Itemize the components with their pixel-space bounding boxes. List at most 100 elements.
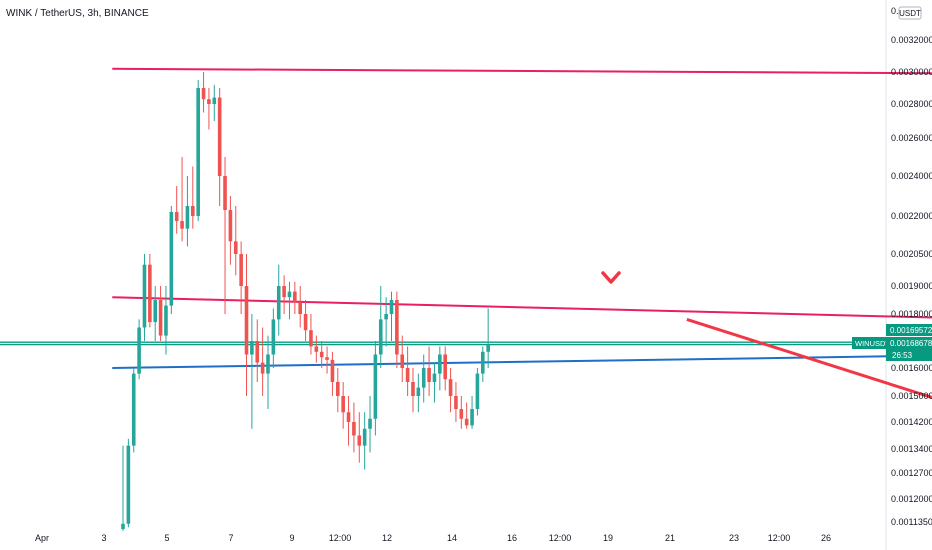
candle-body [233,241,238,254]
candle[interactable] [400,335,405,382]
candle[interactable] [244,254,249,396]
plot-area[interactable] [0,0,886,550]
candle[interactable] [207,88,211,130]
candle[interactable] [271,308,276,368]
candle[interactable] [443,346,447,391]
candle[interactable] [454,382,458,422]
candle[interactable] [180,157,184,242]
candle[interactable] [336,368,340,413]
candle[interactable] [131,368,136,453]
candle[interactable] [250,314,254,429]
top-resistance-line[interactable] [112,67,932,75]
time-tick-label: Apr [35,533,49,543]
candle[interactable] [486,308,490,368]
candle[interactable] [260,327,265,397]
candle[interactable] [148,254,152,328]
candle[interactable] [480,346,485,382]
candle[interactable] [228,196,233,265]
candle[interactable] [384,297,388,347]
candle[interactable] [427,346,431,396]
candle[interactable] [448,368,453,413]
candle[interactable] [121,445,125,531]
candle-body [255,341,260,363]
candle[interactable] [196,80,200,222]
candle[interactable] [233,206,238,276]
time-axis[interactable]: Apr 3 5 7 9 12:00 12 14 16 12:00 19 21 23 12:00 26 [35,533,831,543]
candle[interactable] [395,291,399,368]
candle[interactable] [470,396,474,429]
candle[interactable] [319,341,324,368]
candle-body [303,314,308,331]
candle[interactable] [325,346,329,374]
candle[interactable] [309,314,313,355]
candle[interactable] [346,396,351,446]
candle[interactable] [378,286,383,368]
candle[interactable] [341,382,345,429]
candle[interactable] [126,438,131,528]
candle-body [191,206,195,216]
candle[interactable] [212,84,217,121]
candle[interactable] [191,166,195,229]
candle[interactable] [158,286,163,341]
candle[interactable] [362,412,367,470]
candle[interactable] [373,341,378,436]
candle-body [142,264,147,328]
candle[interactable] [255,319,260,382]
candle[interactable] [464,402,469,429]
candle-body [282,286,286,298]
candle-body [319,351,324,358]
candle[interactable] [153,286,158,341]
candle[interactable] [303,300,308,341]
candle[interactable] [357,412,362,463]
candle[interactable] [438,346,442,391]
candle[interactable] [459,396,464,429]
candle-body [448,379,453,396]
candle[interactable] [416,373,421,413]
candle[interactable] [298,286,303,328]
candle[interactable] [475,368,480,416]
drawing-lines-front[interactable] [686,317,932,422]
candle[interactable] [330,351,335,396]
mid-resistance-line[interactable] [112,296,932,319]
candle[interactable] [223,157,227,314]
candle[interactable] [217,88,222,206]
currency-badge[interactable] [898,6,922,20]
candle-body [475,373,480,409]
candle[interactable] [287,281,292,320]
candle[interactable] [185,176,190,247]
candle-body [228,210,233,242]
candle-body [373,354,378,419]
candle[interactable] [314,335,319,363]
candle[interactable] [293,281,297,314]
candle[interactable] [266,335,270,409]
candle[interactable] [169,206,174,314]
candle[interactable] [201,72,206,113]
candle-body [416,387,421,396]
candle[interactable] [164,286,168,355]
candle[interactable] [174,186,179,234]
candles[interactable] [121,72,490,531]
candle[interactable] [405,346,410,396]
projection-line[interactable] [686,317,932,422]
candle[interactable] [142,254,147,341]
candle[interactable] [352,402,356,453]
candle[interactable] [282,275,286,314]
candle[interactable] [239,241,243,314]
candle-body [207,99,211,104]
candle[interactable] [137,319,141,380]
candle[interactable] [276,264,281,336]
candle[interactable] [432,362,437,403]
candle[interactable] [389,291,394,341]
candle[interactable] [368,396,372,453]
candle[interactable] [421,354,426,403]
candle[interactable] [411,368,415,413]
time-tick-label: 12:00 [549,533,572,543]
